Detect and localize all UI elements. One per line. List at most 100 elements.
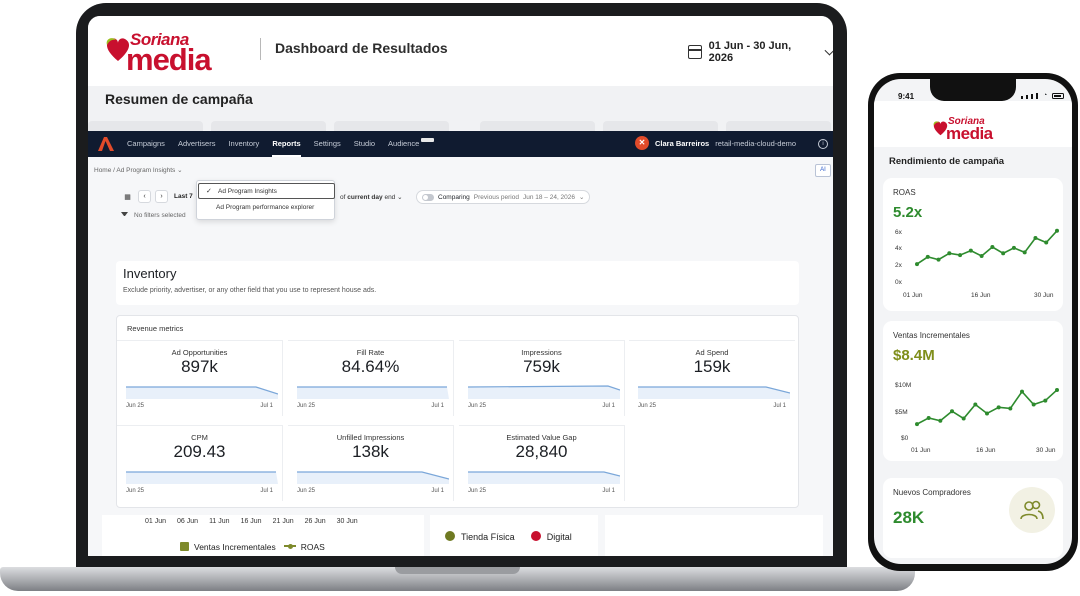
metric-value: 759k [523, 357, 560, 376]
ventas-card[interactable]: Ventas Incrementales $8.4M $10M $5M $0 0… [883, 321, 1063, 461]
x-tick: 01 Jun [911, 447, 931, 454]
data-point [973, 402, 978, 407]
nav-item-audience-label: Audience [388, 139, 420, 148]
ventas-value: $8.4M [893, 347, 935, 364]
metric-start-date: Jun 25 [468, 488, 487, 494]
chevron-down-icon[interactable]: ⌄ [177, 167, 183, 174]
roas-label: ROAS [893, 188, 916, 197]
metric-tile[interactable]: Fill Rate 84.64% Jun 25 Jul 1 [288, 340, 454, 416]
dynamic-island [930, 79, 1016, 101]
x-tick: 30 Jun [1036, 447, 1056, 454]
summary-tab [603, 121, 718, 131]
metric-sparkline [297, 386, 449, 399]
x-tick: 26 Jun [304, 518, 326, 525]
chevron-down-icon: ⌄ [397, 194, 403, 201]
data-point [985, 411, 989, 416]
report-area: Home / Ad Program Insights ⌄ AI ▦ ‹ › La… [88, 157, 833, 556]
data-point [1055, 387, 1059, 392]
metric-label: Ad Opportunities [171, 348, 228, 357]
nav-item-campaigns[interactable]: Campaigns [127, 139, 165, 148]
metric-label: Impressions [521, 348, 562, 357]
soriana-media-logo[interactable]: Soriana media [932, 115, 1017, 145]
compare-toggle[interactable] [422, 193, 434, 201]
app-logo-icon[interactable] [97, 135, 115, 153]
data-point [1031, 402, 1036, 407]
metric-tile[interactable]: Unfilled Impressions 138k Jun 25 Jul 1 [288, 425, 454, 501]
revenue-metrics-panel: Revenue metrics Ad Opportunities 897k Jun … [116, 315, 799, 508]
dropdown-item-performance-explorer[interactable]: Ad Program performance explorer [216, 204, 315, 211]
y-tick: 2x [895, 262, 902, 269]
ai-button[interactable]: AI [815, 164, 831, 177]
compradores-value: 28K [893, 508, 925, 527]
nav-item-settings[interactable]: Settings [313, 139, 341, 148]
next-period-button[interactable]: › [155, 190, 168, 203]
filters-row[interactable]: No filters selected [121, 212, 186, 219]
prev-period-button[interactable]: ‹ [138, 190, 151, 203]
metric-label: Unfilled Impressions [336, 433, 405, 442]
breadcrumb-current[interactable]: Ad Program Insights [116, 167, 176, 174]
y-tick: $10M [895, 382, 912, 389]
dropdown-item-ad-program-insights[interactable]: Ad Program Insights [198, 183, 335, 200]
status-time: 9:41 [898, 92, 915, 101]
metric-start-date: Jun 25 [468, 403, 487, 409]
x-tick: 11 Jun [209, 518, 230, 525]
legend-item-roas: ROAS [283, 542, 325, 552]
nav-item-advertisers[interactable]: Advertisers [177, 139, 216, 148]
date-range-picker[interactable]: 01 Jun - 30 Jun, 2026 [688, 40, 833, 64]
previous-period-value: Jun 18 – 24, 2026 [522, 193, 576, 201]
phone-header: Soriana media [874, 101, 1072, 147]
metric-end-date: Jul 1 [260, 488, 273, 494]
wifi-icon: ◔ [1043, 92, 1048, 99]
logo-text-top: Soriana [130, 30, 189, 49]
nav-item-inventory[interactable]: Inventory [228, 139, 260, 148]
inventory-card: Inventory Exclude priority, advertiser, … [116, 261, 799, 305]
nav-item-reports[interactable]: Reports [272, 131, 302, 157]
data-point [990, 245, 995, 249]
compradores-card[interactable]: Nuevos Compradores 28K [883, 478, 1063, 558]
summary-title: Resumen de campaña [105, 91, 253, 107]
beta-badge [421, 138, 435, 142]
revenue-metrics-label: Revenue metrics [127, 324, 184, 333]
soriana-media-logo[interactable]: Soriana media [104, 26, 244, 77]
metric-end-date: Jul 1 [602, 488, 615, 494]
x-tick: 01 Jun [903, 292, 923, 299]
legend-item-tienda: Tienda Física [445, 531, 515, 542]
users-icon-button[interactable] [1009, 487, 1055, 533]
metric-value: 28,840 [515, 442, 568, 461]
inventory-description: Exclude priority, advertiser, or any oth… [123, 287, 377, 294]
period-select[interactable]: Last 7 [174, 193, 193, 200]
metric-sparkline [468, 471, 620, 484]
metric-label: Ad Spend [695, 348, 729, 357]
summary-tab [88, 121, 203, 131]
logo-text-top: Soriana [948, 116, 985, 127]
combo-chart-legend: Ventas Incrementales ROAS [180, 542, 325, 552]
nav-item-studio[interactable]: Studio [353, 139, 376, 148]
nav-item-audience[interactable]: Audience [388, 131, 435, 157]
current-day-select[interactable]: of current day end ⌄ [340, 193, 403, 201]
metric-end-date: Jul 1 [431, 403, 444, 409]
metric-tile[interactable]: CPM 209.43 Jun 25 Jul 1 [117, 425, 283, 501]
data-point [1044, 240, 1049, 245]
metric-sparkline [126, 386, 278, 399]
previous-period-label: Previous period [473, 193, 519, 201]
help-icon[interactable]: i [818, 139, 828, 149]
roas-card[interactable]: ROAS 5.2x 6x 4x 2x 0x 01 Jun 16 Jun 30 J… [883, 178, 1063, 311]
legend-label: Ventas Incrementales [194, 542, 276, 552]
compare-control[interactable]: Comparing Previous period Jun 18 – 24, 2… [416, 190, 591, 204]
ventas-line-chart [915, 387, 1059, 427]
laptop-base-notch [395, 567, 520, 574]
breadcrumb-home[interactable]: Home [94, 167, 112, 174]
calendar-icon[interactable]: ▦ [124, 193, 131, 201]
legend-swatch [180, 542, 189, 551]
metric-tile[interactable]: Impressions 759k Jun 25 Jul 1 [459, 340, 625, 416]
data-point [961, 416, 966, 421]
metric-tile[interactable]: Ad Opportunities 897k Jun 25 Jul 1 [117, 340, 283, 416]
legend-item-digital: Digital [530, 531, 572, 542]
data-point [1055, 228, 1059, 233]
metric-tile[interactable]: Ad Spend 159k Jun 25 Jul 1 [629, 340, 795, 416]
metric-tile[interactable]: Estimated Value Gap 28,840 Jun 25 Jul 1 [459, 425, 625, 501]
data-point [915, 262, 919, 267]
header-divider [260, 38, 261, 60]
user-menu[interactable]: ✕ Clara Barreiros retail-media-cloud-dem… [635, 136, 796, 150]
metric-label: Fill Rate [356, 348, 385, 357]
